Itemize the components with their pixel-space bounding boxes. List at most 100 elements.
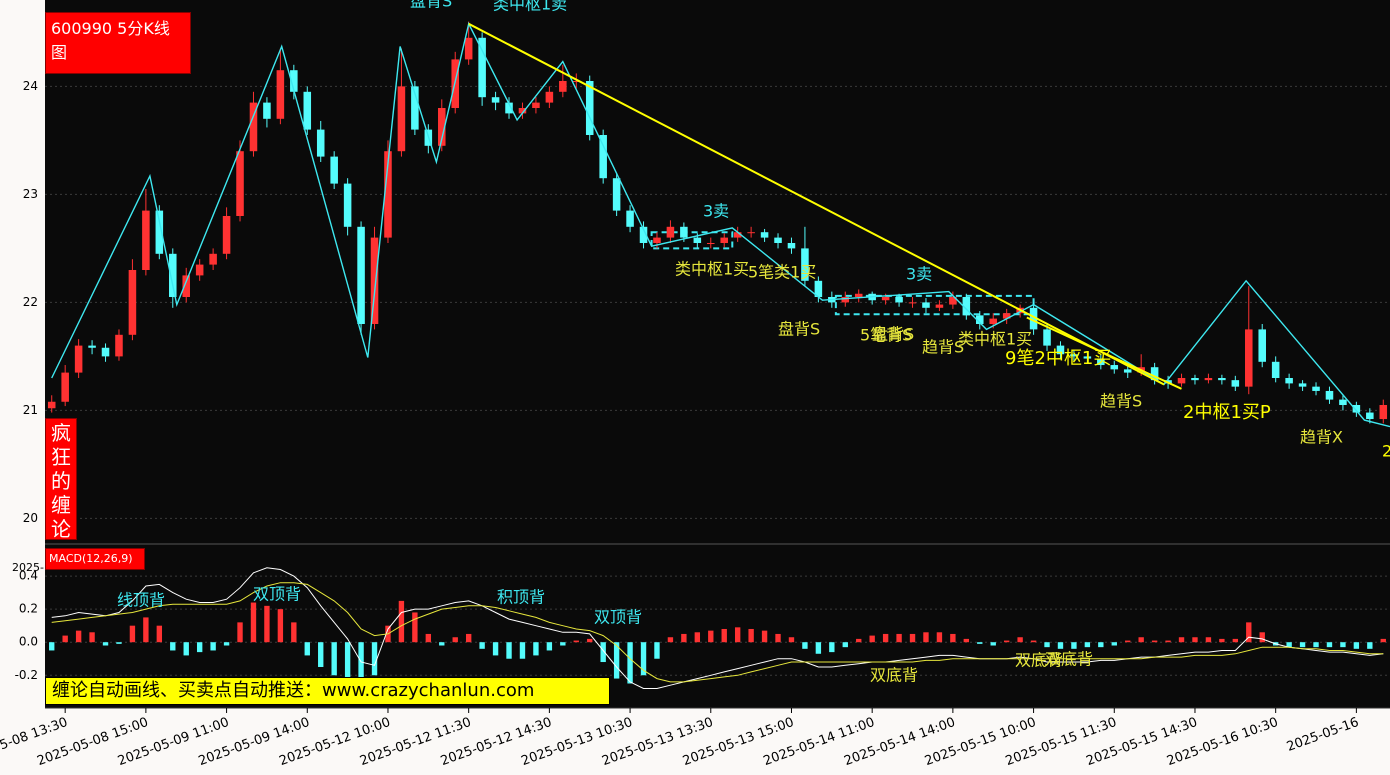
annotation: 趋背S <box>1100 392 1142 411</box>
candle-body <box>101 347 110 357</box>
macd-bar <box>1219 638 1225 643</box>
candle-body <box>236 151 244 216</box>
candle-body <box>1245 329 1253 387</box>
macd-bar <box>358 642 364 687</box>
annotation: 类中枢1卖 <box>493 0 567 14</box>
macd-line <box>51 567 1384 689</box>
candle-body <box>854 293 863 297</box>
macd-bar <box>291 622 297 643</box>
macd-bar <box>1353 642 1360 649</box>
candle-body <box>1002 313 1011 319</box>
macd-bar <box>1084 642 1091 648</box>
candle-body <box>1366 412 1374 420</box>
candle-body <box>316 129 325 157</box>
y-tick-label: -0.2 <box>15 668 38 682</box>
candle-body <box>290 70 298 92</box>
candle-body <box>814 280 823 297</box>
corner-label: 2025- <box>12 561 44 574</box>
macd-bar <box>869 635 875 643</box>
annotation: 双底背 <box>1015 651 1063 670</box>
candle-body <box>653 237 661 243</box>
candle-body <box>1258 329 1266 362</box>
candle-body <box>249 102 258 152</box>
annotation: 积顶背 <box>497 588 545 607</box>
macd-bar <box>371 642 378 676</box>
y-tick-label: 0.4 <box>19 569 38 583</box>
candle-body <box>1312 386 1320 391</box>
macd-bar <box>761 630 768 643</box>
candle-body <box>464 37 473 60</box>
annotation: 双底背 <box>1045 650 1093 669</box>
trend-line <box>1026 316 1182 390</box>
y-tick-label: 22 <box>23 295 38 309</box>
candle-body <box>1043 329 1051 346</box>
annotation: 双底背 <box>870 666 918 685</box>
macd-bar <box>748 628 754 643</box>
candle-body <box>1070 354 1078 357</box>
pivot-zone <box>650 231 734 250</box>
annotation: 2 <box>1382 442 1390 461</box>
macd-bar <box>398 600 405 643</box>
macd-bar <box>116 642 122 644</box>
annotation: 盘背S <box>778 320 820 339</box>
candle-body <box>599 135 607 179</box>
macd-bar <box>1151 640 1158 643</box>
candle-body <box>922 302 930 308</box>
y-tick-label: 0.0 <box>19 635 38 649</box>
candle-body <box>411 86 419 130</box>
macd-bar <box>75 630 82 643</box>
macd-bar <box>1205 637 1212 643</box>
candle-body <box>438 108 446 146</box>
macd-bar <box>640 642 647 676</box>
candle-body <box>370 237 379 324</box>
macd-bar <box>802 642 808 649</box>
macd-bar <box>842 642 848 648</box>
macd-bar <box>412 612 418 643</box>
candle-body <box>989 318 997 324</box>
macd-bar <box>506 642 512 659</box>
macd-bar <box>465 633 472 643</box>
candle-body <box>733 232 742 238</box>
macd-bar <box>237 622 243 643</box>
macd-bar <box>1165 640 1171 643</box>
macd-bar <box>1111 642 1117 646</box>
candle-body <box>128 270 137 335</box>
macd-bar <box>627 642 633 684</box>
annotation: 5笔背S <box>860 326 912 345</box>
candle-body <box>182 275 190 297</box>
candle-body <box>88 345 96 348</box>
candle-body <box>1110 365 1119 370</box>
macd-title: MACD(12,26,9) <box>45 548 145 570</box>
macd-bar <box>1380 638 1386 643</box>
candle-body <box>680 226 688 238</box>
banner: 缠论自动画线、买卖点自动推送：www.crazychanlun.com <box>45 677 610 705</box>
macd-bar <box>479 642 485 649</box>
candle-body <box>195 264 204 276</box>
candle-body <box>962 297 971 316</box>
candle-body <box>155 210 164 254</box>
y-tick-label: 23 <box>23 187 38 201</box>
candle-body <box>720 237 728 243</box>
macd-bar <box>1192 637 1198 643</box>
macd-bar <box>102 642 109 646</box>
macd-bar <box>1017 637 1023 643</box>
macd-bar <box>963 638 970 643</box>
candle-body <box>559 81 567 92</box>
macd-bar <box>613 642 620 679</box>
annotation: 类中枢1买 <box>675 260 749 279</box>
macd-bar <box>1057 642 1064 649</box>
candle-body <box>142 210 150 270</box>
annotation: 双顶背 <box>253 585 301 604</box>
macd-bar <box>250 602 257 643</box>
macd-bar <box>1326 642 1333 648</box>
macd-bar <box>170 642 176 651</box>
candle-body <box>505 102 513 114</box>
candle-body <box>397 86 406 152</box>
candle-body <box>1029 307 1038 330</box>
candle-body <box>881 297 890 301</box>
candle-body <box>801 248 809 281</box>
macd-bar <box>721 628 727 643</box>
annotation: 9笔2中枢1买 <box>1005 348 1111 369</box>
macd-bar <box>560 642 566 646</box>
annotation: 类中枢1买 <box>958 330 1032 349</box>
